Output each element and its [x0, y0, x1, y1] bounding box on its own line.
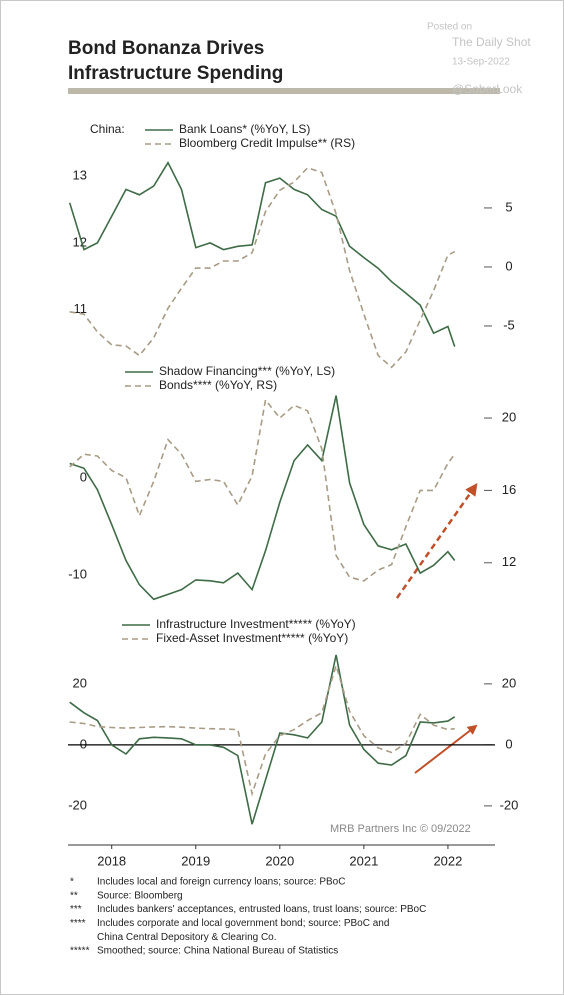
y-tick-label: 11 — [74, 301, 88, 316]
x-tick-label: 2019 — [181, 853, 210, 868]
y2-tick-label: 20 — [502, 675, 516, 690]
footnote-mark: ** — [70, 890, 78, 901]
y2-tick-label: -5 — [503, 317, 515, 332]
footnote-mark: ***** — [70, 946, 90, 957]
legend-entry: Bonds**** (%YoY, RS) — [159, 378, 277, 392]
legend-entry: Bank Loans* (%YoY, LS) — [179, 122, 310, 136]
title: Infrastructure Spending — [68, 63, 283, 84]
series-line — [69, 395, 456, 601]
y2-tick-label: 5 — [505, 199, 512, 214]
watermark: 13-Sep-2022 — [452, 57, 510, 68]
footnote: Includes local and foreign currency loan… — [97, 877, 345, 888]
y-tick-label: -20 — [68, 797, 87, 812]
y-tick-label: 13 — [73, 167, 87, 182]
x-tick-label: 2021 — [349, 853, 378, 868]
y2-tick-label: 0 — [505, 258, 512, 273]
watermark: @SoberLook — [452, 82, 523, 96]
y2-tick-label: 0 — [505, 736, 512, 751]
x-tick-label: 2020 — [265, 853, 294, 868]
legend-entry: Bloomberg Credit Impulse** (RS) — [179, 136, 355, 150]
y-tick-label: -10 — [68, 566, 87, 581]
footnote: Source: Bloomberg — [97, 890, 183, 901]
legend-label: China: — [90, 122, 125, 136]
footnote-mark: *** — [70, 904, 82, 915]
series-line — [69, 398, 456, 582]
y2-tick-label: -20 — [500, 797, 519, 812]
legend-entry: Shadow Financing*** (%YoY, LS) — [159, 364, 335, 378]
trend-arrow — [414, 724, 478, 774]
y2-tick-label: 12 — [502, 554, 516, 569]
footnote-mark: * — [70, 877, 74, 888]
y-tick-label: 20 — [73, 675, 87, 690]
y2-tick-label: 20 — [502, 409, 516, 424]
legend-entry: Fixed-Asset Investment***** (%YoY) — [156, 631, 348, 645]
trend-arrow — [395, 482, 478, 599]
watermark: Posted on — [427, 22, 472, 33]
footnote: China Central Depository & Clearing Co. — [97, 932, 277, 943]
x-tick-label: 2018 — [97, 853, 126, 868]
y-tick-label: 0 — [80, 736, 87, 751]
title: Bond Bonanza Drives — [68, 38, 264, 59]
x-tick-label: 2022 — [433, 853, 462, 868]
series-line — [69, 166, 456, 369]
footnote-mark: **** — [70, 918, 86, 929]
source: MRB Partners Inc © 09/2022 — [330, 823, 471, 835]
footnote: Includes bankers' acceptances, entrusted… — [97, 904, 426, 915]
legend-entry: Infrastructure Investment***** (%YoY) — [156, 617, 356, 631]
y2-tick-label: 16 — [502, 482, 516, 497]
y-tick-label: 0 — [80, 469, 87, 484]
series-line — [68, 161, 456, 347]
watermark: The Daily Shot — [452, 35, 531, 49]
title-rule — [68, 88, 500, 94]
footnote: Includes corporate and local government … — [97, 918, 389, 929]
series-line — [69, 662, 455, 797]
footnote: Smoothed; source: China National Bureau … — [97, 946, 338, 957]
series-line — [69, 654, 456, 825]
